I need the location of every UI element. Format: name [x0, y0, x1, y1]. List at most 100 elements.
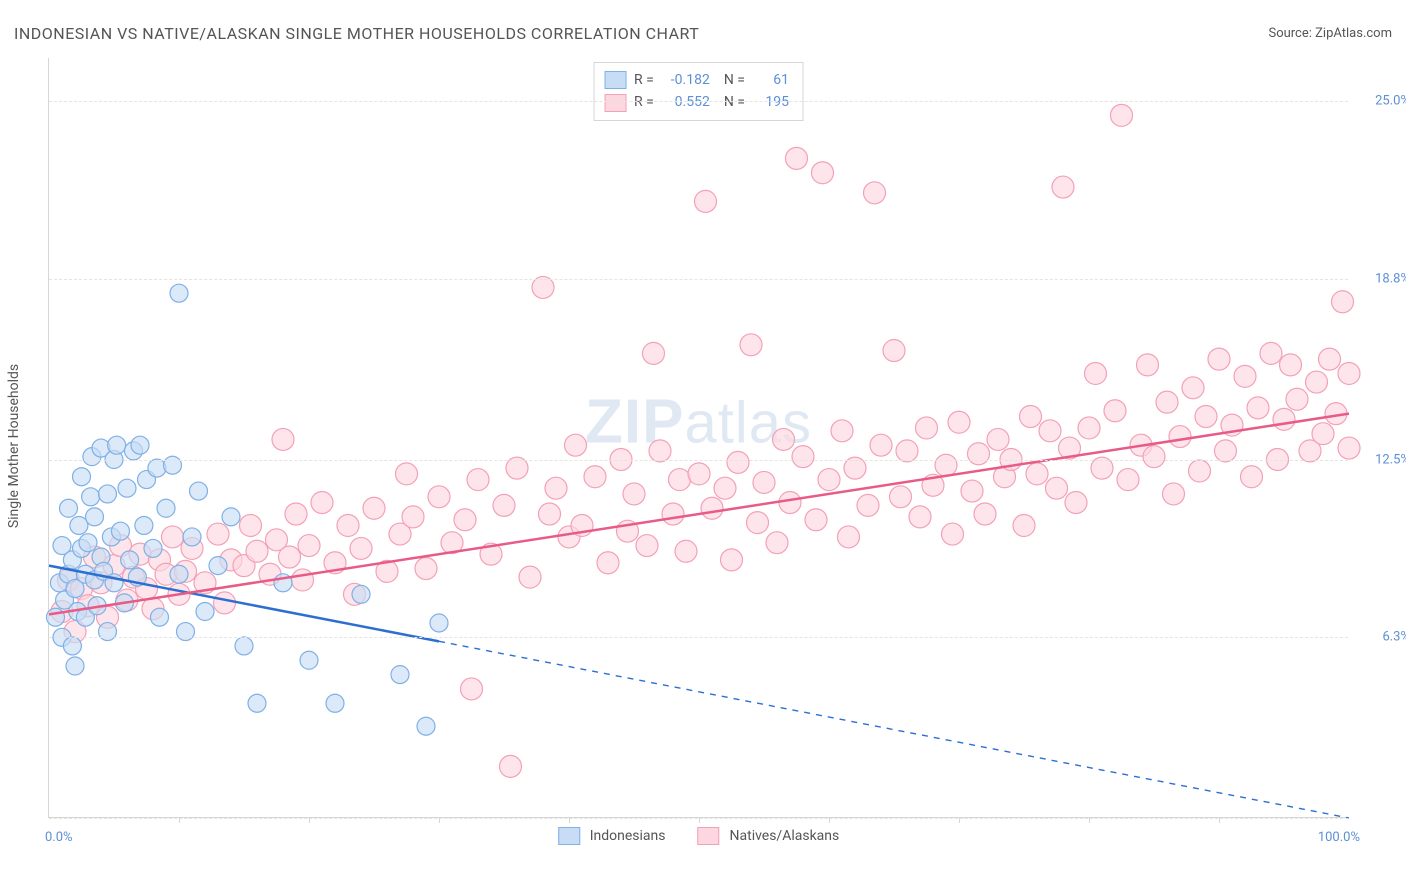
y-axis-title: Single Mother Households	[6, 364, 22, 528]
natives-point	[279, 546, 301, 568]
natives-point	[1052, 176, 1074, 198]
natives-point	[1039, 420, 1061, 442]
indonesians-point	[430, 614, 448, 632]
gridline	[49, 460, 1348, 461]
natives-point	[636, 535, 658, 557]
indonesians-point	[108, 436, 126, 454]
x-tick	[829, 817, 830, 823]
natives-point	[1260, 342, 1282, 364]
natives-point	[727, 451, 749, 473]
natives-point	[292, 569, 314, 591]
natives-point	[968, 443, 990, 465]
natives-point	[1111, 104, 1133, 126]
natives-point	[890, 486, 912, 508]
stats-legend-row-natives: R =0.552N =195	[604, 91, 789, 113]
indonesians-point	[151, 608, 169, 626]
natives-point	[1137, 354, 1159, 376]
indonesians-point	[157, 499, 175, 517]
indonesians-point	[66, 657, 84, 675]
indonesians-legend-label: Indonesians	[590, 828, 666, 844]
natives-point	[545, 477, 567, 499]
x-tick	[439, 817, 440, 823]
legend-item-natives: Natives/Alaskans	[698, 827, 840, 845]
indonesians-point	[86, 508, 104, 526]
natives-point	[272, 428, 294, 450]
natives-point	[818, 469, 840, 491]
x-tick	[959, 817, 960, 823]
chart-header: INDONESIAN VS NATIVE/ALASKAN SINGLE MOTH…	[14, 24, 1392, 43]
natives-point	[565, 434, 587, 456]
natives-point	[1163, 483, 1185, 505]
natives-point	[1143, 446, 1165, 468]
indonesians-point	[144, 539, 162, 557]
natives-point	[1247, 397, 1269, 419]
natives-point	[500, 755, 522, 777]
scatter-plot-svg	[49, 58, 1348, 817]
natives-point	[916, 417, 938, 439]
legend-item-indonesians: Indonesians	[558, 827, 666, 845]
indonesians-point	[417, 717, 435, 735]
natives-point	[1273, 408, 1295, 430]
source-link[interactable]: ZipAtlas.com	[1315, 26, 1392, 41]
natives-point	[1332, 291, 1354, 313]
r-label: R =	[634, 91, 654, 113]
natives-point	[695, 190, 717, 212]
natives-point	[539, 503, 561, 525]
natives-point	[402, 506, 424, 528]
natives-point	[584, 466, 606, 488]
source-attribution: Source: ZipAtlas.com	[1268, 26, 1392, 41]
r-label: R =	[634, 69, 654, 91]
y-tick-label: 25.0%	[1356, 94, 1406, 109]
indonesians-point	[352, 585, 370, 603]
natives-point	[337, 514, 359, 536]
natives-point	[662, 503, 684, 525]
natives-point	[1286, 388, 1308, 410]
n-label: N =	[724, 69, 745, 91]
natives-point	[701, 497, 723, 519]
natives-point	[1182, 377, 1204, 399]
x-axis-max-label: 100.0%	[1318, 830, 1360, 845]
natives-point	[792, 446, 814, 468]
indonesians-point	[63, 637, 81, 655]
natives-point	[870, 434, 892, 456]
indonesians-swatch	[604, 71, 626, 89]
natives-point	[240, 514, 262, 536]
natives-point	[688, 463, 710, 485]
indonesians-point	[248, 694, 266, 712]
n-value: 61	[745, 69, 789, 91]
natives-point	[298, 535, 320, 557]
gridline	[49, 279, 1348, 280]
natives-swatch	[604, 94, 626, 112]
natives-point	[1189, 460, 1211, 482]
indonesians-point	[183, 528, 201, 546]
natives-point	[597, 552, 619, 574]
natives-point	[1065, 492, 1087, 514]
natives-point	[461, 678, 483, 700]
natives-point	[669, 469, 691, 491]
natives-point	[1195, 405, 1217, 427]
indonesians-point	[73, 468, 91, 486]
indonesians-point	[222, 508, 240, 526]
natives-point	[935, 454, 957, 476]
indonesians-point	[82, 488, 100, 506]
natives-point	[961, 480, 983, 502]
indonesians-point	[118, 479, 136, 497]
natives-legend-label: Natives/Alaskans	[730, 828, 840, 844]
indonesians-point	[131, 436, 149, 454]
natives-point	[740, 334, 762, 356]
n-label: N =	[724, 91, 745, 113]
natives-point	[942, 523, 964, 545]
natives-point	[747, 512, 769, 534]
natives-point	[1338, 362, 1360, 384]
indonesians-point	[60, 499, 78, 517]
y-tick-label: 6.3%	[1356, 630, 1406, 645]
natives-swatch	[698, 827, 720, 845]
series-legend: Indonesians Natives/Alaskans	[558, 827, 840, 845]
indonesians-point	[300, 651, 318, 669]
x-tick	[699, 817, 700, 823]
natives-point	[812, 162, 834, 184]
natives-point	[1078, 417, 1100, 439]
indonesians-point	[47, 608, 65, 626]
natives-point	[415, 557, 437, 579]
indonesians-point	[190, 482, 208, 500]
